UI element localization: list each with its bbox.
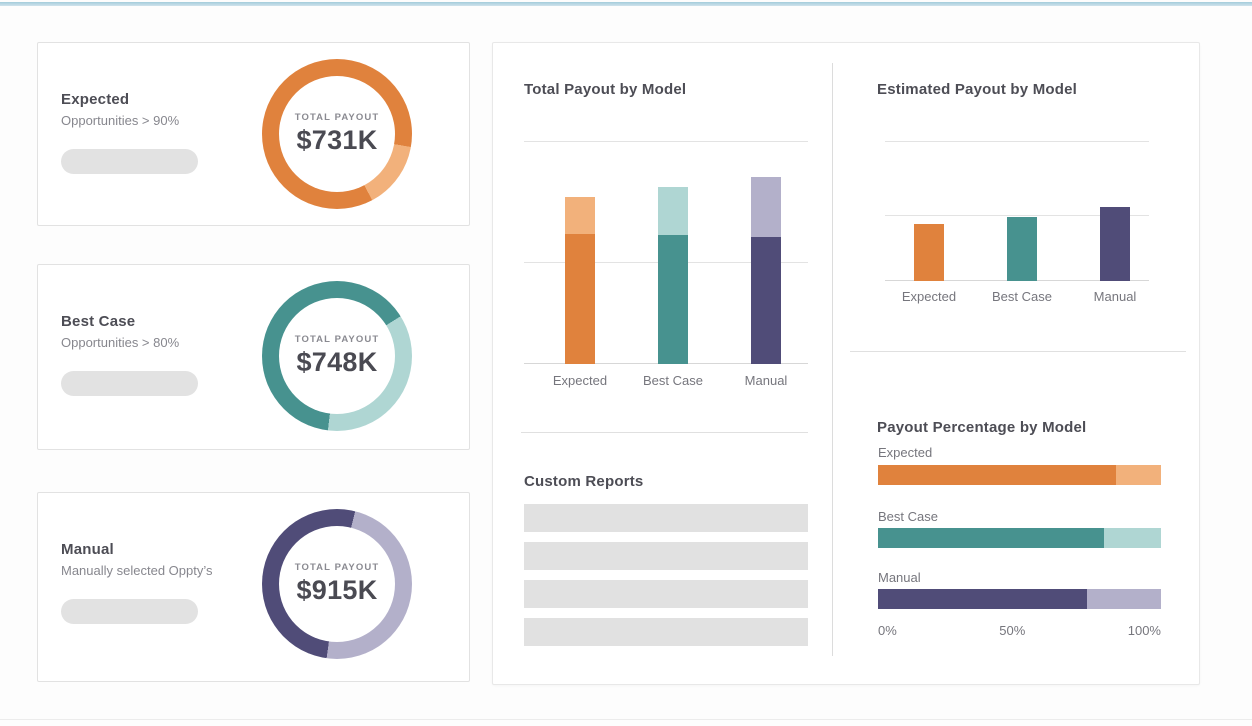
bar-segment <box>658 187 688 235</box>
donut-center: TOTAL PAYOUT $731K <box>279 76 395 192</box>
bar-segment <box>565 197 595 234</box>
pct-axis: 0% 50% 100% <box>878 623 1161 638</box>
bar-manual <box>751 177 781 364</box>
right-column-divider <box>850 351 1186 352</box>
pct-row-label-best-case: Best Case <box>878 509 938 524</box>
card-manual: Manual Manually selected Oppty’s TOTAL P… <box>37 492 470 682</box>
donut-center-value: $915K <box>296 575 378 605</box>
best-case-donut-chart: TOTAL PAYOUT $748K <box>262 281 412 431</box>
card-action-placeholder[interactable] <box>61 599 198 624</box>
expected-donut-chart: TOTAL PAYOUT $731K <box>262 59 412 209</box>
card-expected: Expected Opportunities > 90% TOTAL PAYOU… <box>37 42 470 226</box>
x-tick-manual: Manual <box>1093 289 1137 304</box>
donut-center: TOTAL PAYOUT $748K <box>279 298 395 414</box>
donut-center-value: $748K <box>296 347 378 377</box>
custom-report-row-placeholder[interactable] <box>524 580 808 608</box>
card-expected-info: Expected Opportunities > 90% <box>61 91 198 174</box>
estimated-payout-chart-title: Estimated Payout by Model <box>877 81 1078 98</box>
donut-center-label: TOTAL PAYOUT <box>294 562 380 573</box>
bar-segment-achieved <box>878 589 1088 609</box>
x-tick-best-case: Best Case <box>643 373 703 388</box>
card-action-placeholder[interactable] <box>61 371 198 396</box>
middle-column-divider <box>521 432 808 433</box>
card-best-case: Best Case Opportunities > 80% TOTAL PAYO… <box>37 264 470 450</box>
estimated-payout-bar-chart <box>885 141 1149 281</box>
pct-bar-manual <box>878 589 1161 609</box>
bar-segment-remaining <box>1104 528 1161 548</box>
bar-expected <box>565 197 595 364</box>
pct-tick-0: 0% <box>878 623 897 638</box>
pct-tick-50: 50% <box>999 623 1026 638</box>
bar-best-case <box>1007 217 1037 281</box>
gridline <box>885 141 1149 142</box>
bar-segment <box>1007 217 1037 281</box>
total-payout-chart-title: Total Payout by Model <box>524 81 687 98</box>
bar-segment <box>914 224 944 281</box>
bar-segment-remaining <box>1115 465 1161 485</box>
bar-segment <box>658 235 688 364</box>
gridline <box>524 141 808 142</box>
custom-reports-list <box>524 504 808 656</box>
custom-report-row-placeholder[interactable] <box>524 618 808 646</box>
donut-center-value: $731K <box>296 125 378 155</box>
bar-segment <box>565 234 595 364</box>
panel-column-divider <box>832 63 833 656</box>
bar-segment <box>751 177 781 237</box>
pct-bar-best-case <box>878 528 1161 548</box>
bottom-hairline <box>0 719 1252 720</box>
custom-report-row-placeholder[interactable] <box>524 504 808 532</box>
payout-percentage-chart-title: Payout Percentage by Model <box>877 419 1087 436</box>
x-tick-expected: Expected <box>901 289 957 304</box>
donut-center: TOTAL PAYOUT $915K <box>279 526 395 642</box>
pct-row-label-manual: Manual <box>878 570 921 585</box>
manual-donut-chart: TOTAL PAYOUT $915K <box>262 509 412 659</box>
pct-tick-100: 100% <box>1127 623 1161 638</box>
reports-panel: Total Payout by Model Expected Best Case… <box>492 42 1200 685</box>
gridline <box>885 215 1149 216</box>
bar-expected <box>914 224 944 281</box>
pct-row-label-expected: Expected <box>878 445 933 460</box>
bar-segment-achieved <box>878 528 1105 548</box>
bar-segment <box>1100 207 1130 281</box>
bar-segment <box>751 237 781 364</box>
card-action-placeholder[interactable] <box>61 149 198 174</box>
x-tick-manual: Manual <box>744 373 788 388</box>
bar-segment-achieved <box>878 465 1116 485</box>
card-subtitle: Opportunities > 80% <box>61 335 180 350</box>
x-tick-best-case: Best Case <box>992 289 1052 304</box>
card-title: Manual <box>61 541 114 558</box>
pct-bar-expected <box>878 465 1161 485</box>
card-best-case-info: Best Case Opportunities > 80% <box>61 313 198 396</box>
total-payout-bar-chart <box>524 141 808 364</box>
card-subtitle: Opportunities > 90% <box>61 113 180 128</box>
card-manual-info: Manual Manually selected Oppty’s <box>61 541 213 624</box>
card-title: Best Case <box>61 313 136 330</box>
donut-center-label: TOTAL PAYOUT <box>294 112 380 123</box>
donut-center-label: TOTAL PAYOUT <box>294 334 380 345</box>
bar-manual <box>1100 207 1130 281</box>
bar-best-case <box>658 187 688 364</box>
top-accent-strip <box>0 2 1252 6</box>
custom-report-row-placeholder[interactable] <box>524 542 808 570</box>
card-subtitle: Manually selected Oppty’s <box>61 563 213 578</box>
x-tick-expected: Expected <box>552 373 608 388</box>
custom-reports-title: Custom Reports <box>524 473 644 490</box>
card-title: Expected <box>61 91 130 108</box>
bar-segment-remaining <box>1087 589 1161 609</box>
